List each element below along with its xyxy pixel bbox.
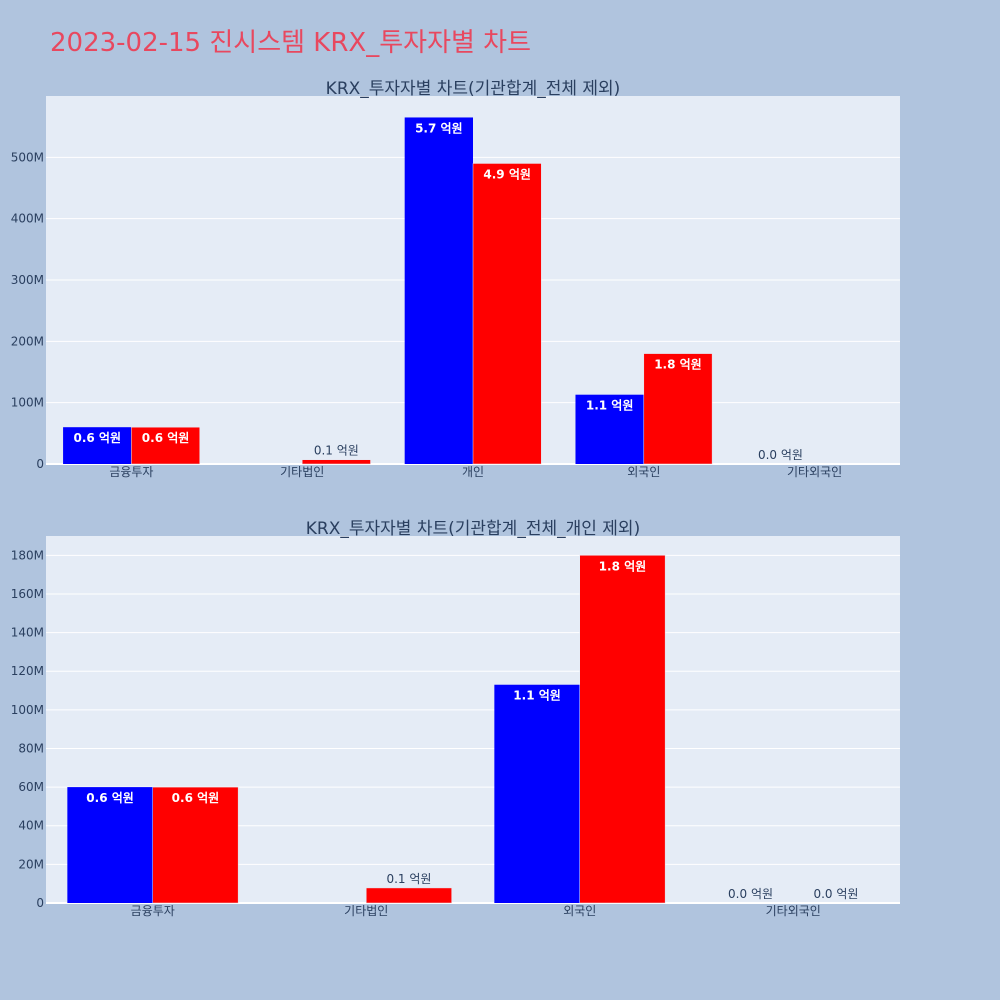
bar — [472, 163, 542, 465]
data-label: 1.8 억원 — [654, 358, 702, 372]
bar — [366, 887, 452, 904]
data-label: 0.0 억원 — [813, 887, 858, 901]
bar — [494, 684, 580, 903]
y-tick-label: 0 — [36, 457, 44, 471]
data-label: 0.6 억원 — [172, 791, 220, 805]
page-title: 2023-02-15 진시스템 KRX_투자자별 차트 — [50, 28, 532, 58]
y-tick-label: 400M — [11, 212, 44, 226]
bar — [643, 353, 713, 465]
y-tick-label: 120M — [11, 664, 44, 678]
data-label: 0.0 억원 — [758, 448, 803, 462]
data-label: 0.0 억원 — [728, 887, 773, 901]
data-label: 5.7 억원 — [415, 121, 463, 135]
x-tick-label: 외국인 — [563, 904, 596, 918]
y-tick-label: 160M — [11, 587, 44, 601]
data-label: 0.1 억원 — [314, 444, 359, 458]
y-tick-label: 80M — [18, 741, 44, 755]
chart-top: KRX_투자자별 차트(기관합계_전체 제외) 0 100M 200M 300M 400M… — [11, 79, 900, 479]
data-label: 0.6 억원 — [86, 791, 134, 805]
x-tick-label: 외국인 — [627, 465, 660, 479]
x-tick-label: 기타법인 — [280, 465, 324, 479]
chart-bottom: KRX_투자자별 차트(기관합계_전체_개인 제외) 0 20M 40M 60M 80M 1… — [11, 519, 900, 918]
bar — [152, 786, 239, 904]
chart-title: KRX_투자자별 차트(기관합계_전체 제외) — [326, 79, 621, 99]
x-tick-label: 개인 — [462, 465, 484, 479]
y-tick-label: 60M — [18, 780, 44, 794]
x-tick-label: 기타법인 — [344, 904, 388, 918]
bar — [131, 426, 200, 465]
data-label: 1.1 억원 — [513, 689, 561, 703]
data-label: 0.1 억원 — [386, 872, 431, 886]
y-tick-label: 100M — [11, 703, 44, 717]
y-tick-label: 0 — [36, 896, 44, 910]
y-tick-label: 200M — [11, 334, 44, 348]
y-tick-label: 300M — [11, 273, 44, 287]
x-tick-label: 금융투자 — [131, 904, 175, 918]
y-tick-label: 40M — [18, 819, 44, 833]
y-tick-label: 20M — [18, 857, 44, 871]
bar — [404, 117, 473, 464]
data-label: 1.1 억원 — [586, 399, 634, 413]
y-tick-label: 140M — [11, 626, 44, 640]
data-label: 0.6 억원 — [73, 431, 121, 445]
y-tick-label: 180M — [11, 548, 44, 562]
data-label: 0.6 억원 — [142, 431, 190, 445]
x-tick-label: 금융투자 — [109, 465, 153, 479]
bar — [579, 555, 666, 904]
y-tick-label: 100M — [11, 396, 44, 410]
bar — [301, 459, 371, 465]
x-tick-label: 기타외국인 — [766, 904, 821, 918]
bar — [67, 787, 153, 903]
bar — [575, 394, 644, 464]
chart-title: KRX_투자자별 차트(기관합계_전체_개인 제외) — [306, 519, 640, 539]
bar — [63, 427, 132, 464]
data-label: 1.8 억원 — [599, 559, 647, 573]
x-tick-label: 기타외국인 — [787, 465, 842, 479]
y-tick-label: 500M — [11, 150, 44, 164]
data-label: 4.9 억원 — [483, 167, 531, 181]
